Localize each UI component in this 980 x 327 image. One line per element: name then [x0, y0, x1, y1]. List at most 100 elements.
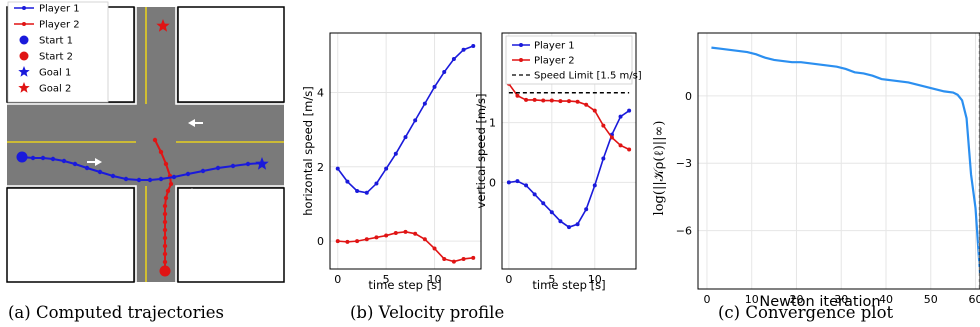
- x-tick-label: 5: [548, 273, 555, 286]
- legend-label: Player 2: [534, 56, 575, 67]
- data-point: [532, 192, 537, 197]
- legend-label: Start 1: [39, 36, 73, 47]
- series-line-0: [711, 46, 980, 274]
- chart-tick-labels: 0 10 20 30 40 50 60 −6 −3 0: [676, 90, 980, 306]
- x-tick-label: 20: [789, 293, 803, 306]
- x-tick-label: 5: [383, 273, 390, 286]
- chart-series: [335, 44, 476, 264]
- data-point: [532, 97, 537, 102]
- series-line-1: [508, 83, 630, 151]
- data-point: [374, 235, 379, 240]
- data-point: [584, 102, 589, 107]
- x-axis-label: time step [s]: [532, 278, 605, 292]
- legend-label: Goal 2: [39, 84, 71, 95]
- data-point: [567, 225, 571, 230]
- x-tick-label: 10: [588, 273, 602, 286]
- data-point: [384, 166, 389, 171]
- data-point: [549, 210, 554, 215]
- data-point: [335, 239, 340, 244]
- legend-label: Player 1: [39, 4, 80, 15]
- data-point: [403, 135, 408, 140]
- data-point: [442, 70, 447, 75]
- data-point: [515, 179, 520, 184]
- data-point: [364, 190, 369, 195]
- data-point: [374, 181, 379, 186]
- y-tick-label: 4: [317, 86, 324, 99]
- map-legend: Player 1 Player 2 Start 1 Start 2 Goal 1…: [7, 1, 109, 103]
- start-2-marker: [159, 265, 171, 277]
- data-point: [592, 183, 597, 188]
- x-tick-label: 60: [969, 293, 980, 306]
- data-point: [515, 93, 520, 98]
- data-point: [442, 256, 447, 261]
- legend-label: Goal 1: [39, 68, 71, 79]
- legend-label: Player 1: [534, 41, 575, 52]
- arrow-icon: [87, 85, 203, 202]
- data-point: [592, 108, 597, 113]
- start-1-marker: [16, 151, 28, 163]
- data-point: [393, 230, 398, 235]
- x-tick-label: 30: [834, 293, 848, 306]
- y-tick-label: 0: [317, 235, 324, 248]
- data-point: [345, 239, 350, 244]
- y-tick-label: 1: [489, 117, 496, 130]
- player1-trajectory-points: [30, 155, 251, 183]
- y-tick-label: 0: [685, 90, 692, 103]
- chart-legend: Player 1 Player 2 Speed Limit [1.5 m/s]: [505, 35, 642, 85]
- data-point: [601, 156, 606, 161]
- road-edges: [7, 7, 284, 282]
- data-point: [451, 259, 456, 264]
- data-point: [451, 57, 456, 62]
- plot-frame: [697, 32, 980, 290]
- lane-center-lines: [7, 7, 284, 282]
- caption-b: (b) Velocity profile: [350, 303, 504, 322]
- y-tick-label: −6: [676, 225, 692, 238]
- data-point: [422, 237, 427, 242]
- data-point: [567, 99, 571, 104]
- chart-grid: [330, 33, 481, 269]
- corner-block: [177, 187, 285, 283]
- y-tick-label: 0: [489, 176, 496, 189]
- x-axis-label: Newton iteration: [759, 294, 880, 310]
- x-tick-label: 50: [924, 293, 938, 306]
- data-point: [506, 180, 511, 185]
- data-point: [618, 114, 623, 119]
- x-tick-label: 10: [428, 273, 442, 286]
- data-point: [575, 99, 580, 104]
- data-point: [355, 188, 360, 193]
- chart-tick-labels: 0 5 10 0 1: [489, 117, 602, 286]
- data-point: [413, 231, 418, 236]
- series-line-0: [508, 110, 630, 229]
- data-point: [355, 239, 360, 244]
- data-point: [627, 147, 632, 152]
- plot-frame: [329, 32, 482, 270]
- data-point: [364, 237, 369, 242]
- data-point: [335, 166, 340, 171]
- data-point: [345, 179, 350, 184]
- data-point: [422, 101, 427, 106]
- data-point: [384, 233, 389, 238]
- data-point: [541, 201, 546, 206]
- series-line-0: [337, 45, 474, 194]
- x-tick-label: 0: [505, 273, 512, 286]
- data-point: [471, 255, 476, 260]
- data-point: [461, 47, 466, 52]
- corner-block: [6, 187, 135, 283]
- horizontal-speed-chart: 0 5 10 0 2 4 time step [s] horizontal speed […: [301, 32, 482, 292]
- goal-2-star-icon: [156, 19, 170, 32]
- y-tick-label: −3: [676, 157, 692, 170]
- data-point: [393, 151, 398, 156]
- chart-series: [506, 81, 632, 230]
- data-point: [541, 98, 546, 103]
- data-point: [413, 118, 418, 123]
- data-point: [403, 229, 408, 234]
- legend-label: Speed Limit [1.5 m/s]: [534, 71, 642, 82]
- x-tick-label: 10: [745, 293, 759, 306]
- data-point: [584, 207, 589, 212]
- vertical-speed-chart: 0 5 10 0 1 time step [s] vertical speed [m/s…: [474, 32, 642, 292]
- x-tick-label: 40: [879, 293, 893, 306]
- chart-tick-labels: 0 5 10 0 2 4: [317, 86, 442, 286]
- legend-label: Start 2: [39, 52, 73, 63]
- x-tick-label: 0: [703, 293, 710, 306]
